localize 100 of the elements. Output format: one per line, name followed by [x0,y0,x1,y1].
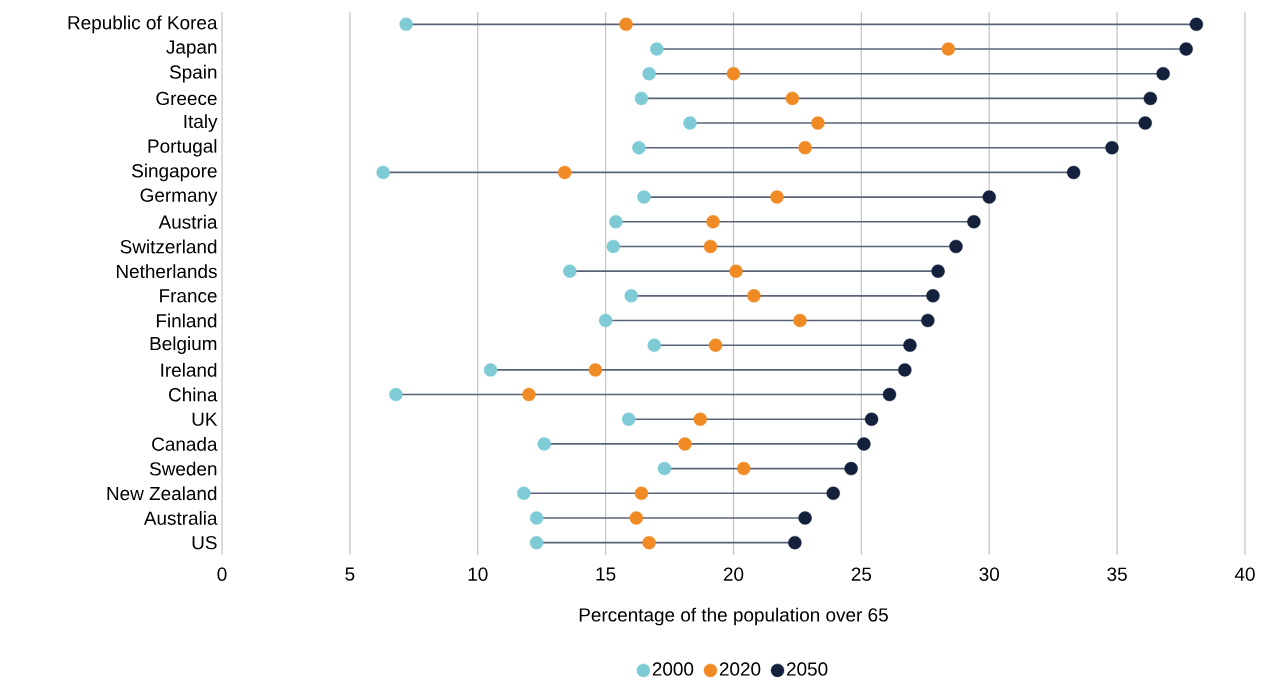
point [642,66,656,81]
point [798,511,812,525]
y-tick-label: Portugal [148,138,217,157]
point [693,412,707,426]
y-tick-label: Australia [143,511,218,525]
point [1143,91,1158,106]
y-tick-label: Italy [184,114,218,132]
x-tick-label: 40 [1234,567,1255,581]
point [1189,17,1204,32]
point [770,190,784,204]
point [949,239,963,254]
point [729,264,743,278]
point [588,363,603,377]
point [529,511,544,525]
point [926,289,940,303]
point [1138,116,1152,130]
y-tick-label: Switzerland [120,239,217,254]
y-tick-label: Japan [166,40,217,58]
point [785,91,800,106]
x-tick-label: 0 [217,567,227,581]
point [1105,141,1119,155]
point [399,17,413,32]
point [522,387,536,402]
point [864,412,879,426]
point [376,165,390,180]
point [598,313,613,328]
point [931,264,945,278]
x-tick-label: 15 [596,567,616,581]
point [529,535,544,550]
y-tick-label: China [169,387,218,402]
point [609,215,623,229]
point [798,141,812,155]
point [708,338,723,352]
point [537,437,551,451]
x-axis-title: Percentage of the population over 65 [579,607,888,626]
point [637,190,651,204]
point [483,363,498,377]
point [1179,42,1193,56]
x-tick-label: 20 [723,567,744,581]
point [982,190,996,204]
point [703,239,718,254]
y-tick-label: US [192,535,217,550]
point [1066,165,1081,180]
y-tick-label: Austria [158,214,218,229]
y-tick-label: UK [192,412,218,426]
point [657,461,672,476]
y-tick-label: Greece [156,91,217,106]
point [683,116,697,130]
y-tick-label: Belgium [150,336,217,355]
point [747,289,761,303]
point [921,313,935,328]
y-tick-label: France [160,289,217,303]
point [706,215,720,229]
point [1156,66,1170,81]
point [634,486,649,500]
x-tick-label: 25 [851,567,872,581]
point [793,313,807,328]
point [619,17,633,32]
point [788,535,802,550]
x-tick-label: 35 [1107,567,1127,581]
point [882,387,897,402]
y-tick-label: Singapore [132,163,217,182]
point [903,338,917,352]
point [621,412,636,426]
point [389,387,403,402]
x-tick-label: 30 [979,567,1000,581]
point [941,42,956,56]
point [517,486,531,500]
point [898,363,912,377]
point [558,165,572,180]
point [650,42,664,56]
point [967,215,981,229]
y-tick-label: Finland [156,313,217,328]
point [811,116,825,130]
point [606,239,620,254]
point [857,437,871,451]
point [624,289,638,303]
point [726,66,741,81]
legend-label: 2000 [652,662,694,676]
point [844,461,858,476]
y-tick-label: Germany [140,188,218,206]
x-tick-label: 5 [345,567,355,581]
point [737,461,751,476]
point [678,437,692,451]
legend-label: 2050 [786,662,828,676]
point [826,486,840,500]
y-tick-label: Republic of Korea [68,15,218,34]
x-tick-label: 10 [468,567,488,581]
point [642,535,656,550]
y-tick-label: New Zealand [107,486,217,501]
point [647,338,661,352]
point [563,264,577,278]
point [634,91,649,106]
point [629,511,644,525]
legend-label: 2020 [719,662,761,676]
y-tick-label: Sweden [149,461,217,476]
y-tick-label: Canada [152,436,218,451]
y-tick-label: Ireland [161,362,217,377]
y-tick-label: Spain [169,64,217,83]
point [632,141,646,155]
